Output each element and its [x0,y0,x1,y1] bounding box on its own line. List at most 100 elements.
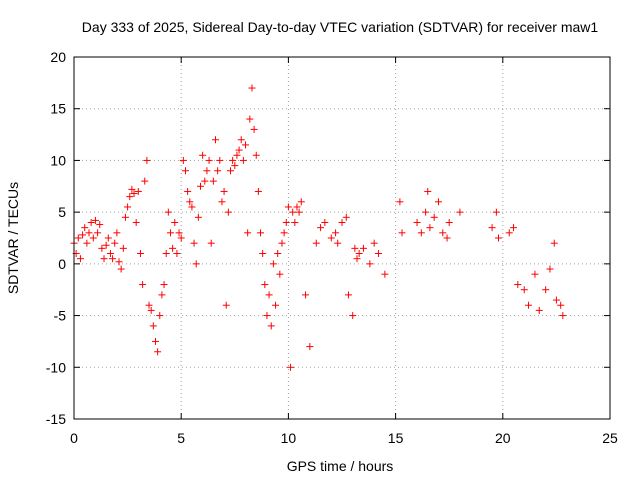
data-point [102,241,110,249]
data-point [542,286,550,294]
data-point [186,198,194,206]
data-point [514,281,522,289]
data-point [139,281,147,289]
data-point [398,229,406,237]
data-point [91,216,99,224]
data-point [293,203,301,211]
data-point [510,224,518,232]
data-point [237,136,245,144]
data-point [128,185,136,193]
data-point [229,156,237,164]
x-tick-label: 0 [70,430,78,446]
data-point [287,363,295,371]
data-point [196,182,204,190]
data-point [154,348,162,356]
data-point [353,255,361,263]
data-point [381,270,389,278]
data-point [359,244,367,252]
data-point [445,218,453,226]
data-point [269,260,277,268]
data-point [289,208,297,216]
data-point [242,141,250,149]
data-point [173,250,181,258]
data-point [525,301,533,309]
data-point [430,213,438,221]
y-tick-label: 5 [58,204,66,220]
data-point [218,198,226,206]
data-point [194,213,202,221]
data-point [158,291,166,299]
plot-frame [73,56,611,420]
data-point [209,177,217,185]
data-point [192,260,200,268]
data-point [417,229,425,237]
data-point [149,322,157,330]
grid [74,57,610,419]
data-point [98,244,106,252]
data-point [231,162,239,170]
data-point [250,125,258,133]
data-point [177,234,185,242]
data-point [374,250,382,258]
data-point [342,213,350,221]
data-point [282,218,290,226]
data-point [214,167,222,175]
data-point [235,146,243,154]
data-point [156,312,164,320]
data-point [76,255,84,263]
x-axis-label: GPS time / hours [287,458,394,474]
data-point [488,224,496,232]
data-point [239,156,247,164]
data-point [85,229,93,237]
data-point [552,296,560,304]
data-point [89,234,97,242]
data-point [100,255,108,263]
data-point [119,244,127,252]
data-point [143,156,151,164]
y-axis-label: SDTVAR / TECUs [5,182,21,294]
data-point [205,156,213,164]
data-point [520,286,528,294]
data-point [106,250,114,258]
data-point [366,260,374,268]
data-point [132,218,140,226]
data-point [248,84,256,92]
data-point [267,322,275,330]
data-point [96,221,104,229]
data-point [227,167,235,175]
data-point [94,229,102,237]
data-point [295,208,303,216]
data-point [312,239,320,247]
data-point [126,193,134,201]
data-point [550,239,558,247]
x-tick-label: 25 [602,430,618,446]
data-point [334,239,342,247]
data-point [224,208,232,216]
data-point [141,177,149,185]
data-point [184,187,192,195]
data-point [79,231,87,239]
x-tick-label: 10 [281,430,297,446]
data-point [321,218,329,226]
data-point [145,301,153,309]
data-point [188,203,196,211]
data-point [74,234,82,242]
data-point [344,291,352,299]
data-point [443,234,451,242]
data-point [166,229,174,237]
data-point [164,208,172,216]
data-point [280,229,288,237]
data-point [130,190,138,198]
data-point [557,301,565,309]
data-point [117,265,125,273]
data-point [259,250,267,258]
data-point [327,234,335,242]
data-point [222,301,230,309]
data-point [136,250,144,258]
data-point [254,187,262,195]
y-tick-label: 10 [50,152,66,168]
data-point [147,306,155,314]
ticks [73,56,611,420]
chart-title: Day 333 of 2025, Sidereal Day-to-day VTE… [82,19,599,35]
